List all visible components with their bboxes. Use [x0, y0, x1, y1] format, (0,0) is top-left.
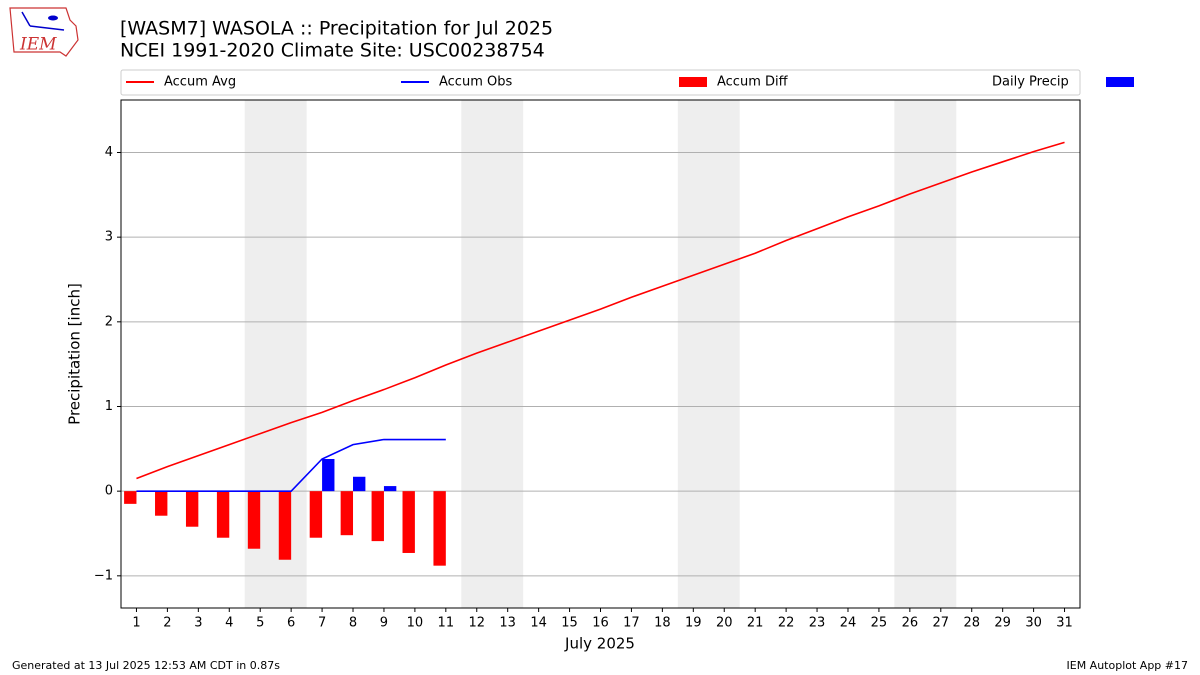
legend-label: Accum Diff — [717, 75, 789, 90]
legend-swatch — [1106, 77, 1134, 87]
x-tick-label: 6 — [287, 616, 295, 631]
legend-label: Accum Obs — [439, 75, 512, 90]
legend-swatch — [679, 77, 707, 87]
logo-icon — [21, 11, 31, 27]
chart-title: [WASM7] WASOLA :: Precipitation for Jul … — [120, 18, 553, 40]
logo: IEM — [9, 7, 79, 57]
x-tick-label: 27 — [933, 616, 950, 631]
x-tick-label: 30 — [1025, 616, 1042, 631]
x-tick-label: 11 — [438, 616, 455, 631]
x-tick-label: 18 — [654, 616, 671, 631]
x-tick-label: 28 — [963, 616, 980, 631]
plot-frame — [120, 99, 1081, 609]
x-tick-label: 25 — [871, 616, 888, 631]
logo-icon — [48, 15, 58, 21]
x-tick-label: 9 — [380, 616, 388, 631]
x-tick-label: 24 — [840, 616, 857, 631]
x-tick-label: 19 — [685, 616, 702, 631]
logo-icon — [29, 25, 65, 31]
logo-outline — [9, 7, 79, 57]
x-tick-label: 21 — [747, 616, 764, 631]
x-tick-label: 16 — [592, 616, 609, 631]
y-tick-label: 1 — [105, 399, 113, 414]
x-tick-label: 1 — [132, 616, 140, 631]
bar — [383, 486, 397, 492]
logo-text: IEM — [19, 35, 57, 55]
y-tick-label: 4 — [105, 145, 113, 160]
y-tick-label: −1 — [94, 568, 113, 583]
x-tick-label: 13 — [499, 616, 516, 631]
footer-right: IEM Autoplot App #17 — [1067, 659, 1189, 672]
bar — [185, 491, 199, 527]
chart-subtitle: NCEI 1991-2020 Climate Site: USC00238754 — [120, 40, 545, 62]
bar — [433, 491, 446, 566]
y-tick-label: 3 — [105, 230, 113, 245]
line — [136, 141, 1065, 480]
bar — [124, 491, 137, 504]
x-tick-label: 8 — [349, 616, 357, 631]
x-tick-label: 12 — [468, 616, 485, 631]
y-tick-label: 0 — [105, 484, 113, 499]
weekend-shade — [894, 100, 957, 608]
x-tick-label: 10 — [407, 616, 424, 631]
footer-left: Generated at 13 Jul 2025 12:53 AM CDT in… — [12, 659, 280, 672]
x-tick-label: 15 — [561, 616, 578, 631]
x-tick-label: 20 — [716, 616, 733, 631]
bar — [353, 476, 366, 492]
bar — [309, 491, 323, 538]
x-tick-label: 4 — [225, 616, 233, 631]
x-tick-label: 5 — [256, 616, 264, 631]
line — [136, 438, 446, 492]
x-axis-label: July 2025 — [564, 635, 635, 653]
x-tick-label: 7 — [318, 616, 326, 631]
x-tick-label: 31 — [1056, 616, 1073, 631]
y-axis-label: Precipitation [inch] — [66, 283, 84, 425]
legend-box — [120, 69, 1081, 96]
bar — [278, 491, 292, 560]
x-tick-label: 26 — [902, 616, 919, 631]
y-tick-label: 2 — [105, 314, 113, 329]
x-tick-label: 23 — [809, 616, 826, 631]
x-tick-label: 22 — [778, 616, 795, 631]
bar — [216, 491, 230, 538]
legend-label: Accum Avg — [164, 75, 236, 90]
x-tick-label: 29 — [994, 616, 1011, 631]
bar — [402, 491, 415, 553]
bar — [371, 491, 384, 542]
weekend-shade — [677, 100, 740, 608]
legend-label: Daily Precip — [992, 75, 1069, 90]
x-tick-label: 2 — [163, 616, 171, 631]
x-tick-label: 14 — [530, 616, 547, 631]
bar — [247, 491, 261, 549]
weekend-shade — [461, 100, 524, 608]
bar — [340, 491, 354, 536]
x-tick-label: 17 — [623, 616, 640, 631]
bar — [155, 491, 168, 516]
x-tick-label: 3 — [194, 616, 202, 631]
bar — [322, 458, 335, 492]
